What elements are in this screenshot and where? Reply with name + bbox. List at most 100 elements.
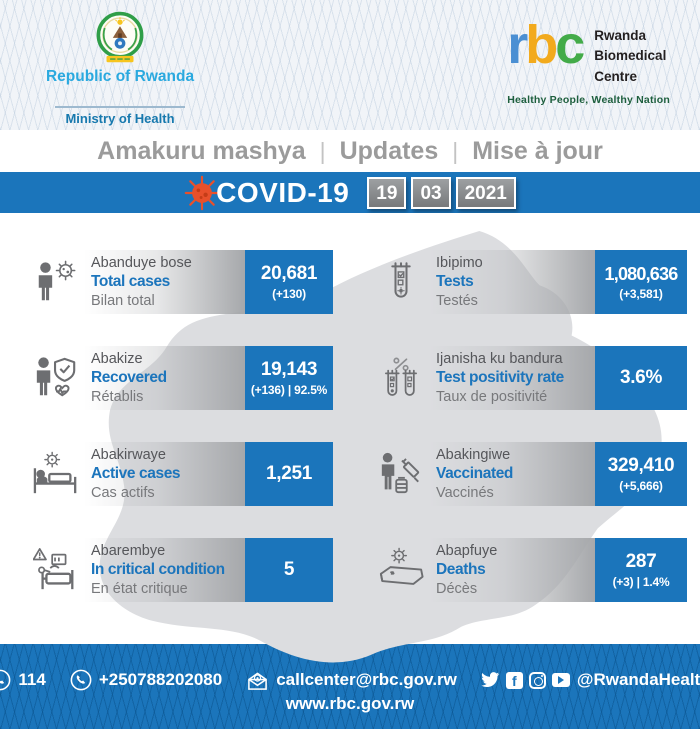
stat-value: 5 xyxy=(283,559,295,580)
social-icons: f xyxy=(481,671,570,689)
title-kinyarwanda: Amakuru mashya xyxy=(97,136,306,165)
label-french: Rétablis xyxy=(91,389,144,406)
label-kinyarwanda: Abapfuye xyxy=(436,542,498,559)
covid-banner: COVID-19 19 03 2021 xyxy=(0,172,700,213)
stat-tests: Ibipimo Tests Testés 1,080,636 (+3,581) xyxy=(373,250,687,314)
value-box-total-cases: 20,681 (+130) xyxy=(245,250,333,314)
banner-title: COVID-19 xyxy=(216,176,350,208)
value-box-deaths: 287 (+3) | 1.4% xyxy=(595,538,687,602)
value-box-recovered: 19,143 (+136) | 92.5% xyxy=(245,346,333,410)
gov-country-label: Republic of Rwanda xyxy=(45,68,195,85)
stat-labels: Ibipimo Tests Testés xyxy=(429,250,595,314)
stat-deaths: Abapfuye Deaths Décès 287 (+3) | 1.4% xyxy=(373,538,687,602)
virus-icon xyxy=(184,175,220,210)
label-english: Test positivity rate xyxy=(436,368,564,386)
gov-ministry-label: Ministry of Health xyxy=(55,106,185,126)
label-english: Recovered xyxy=(91,368,167,386)
label-kinyarwanda: Abanduye bose xyxy=(91,254,192,271)
stat-total-cases: Abanduye bose Total cases Bilan total 20… xyxy=(28,250,333,314)
rbc-wordmark: rbc xyxy=(507,15,585,75)
label-french: En état critique xyxy=(91,581,188,598)
stat-delta: (+136) | 92.5% xyxy=(250,383,328,397)
stat-recovered: Abakize Recovered Rétablis 19,143 (+136)… xyxy=(28,346,333,410)
label-kinyarwanda: Ibipimo xyxy=(436,254,483,271)
phone-link[interactable]: +250788202080 xyxy=(70,669,222,691)
date-month: 03 xyxy=(411,176,451,209)
twitter-icon[interactable] xyxy=(481,672,500,688)
stat-positivity: Ijanisha ku bandura Test positivity rate… xyxy=(373,346,687,410)
stat-value: 1,080,636 xyxy=(604,263,679,284)
top-header: Republic of Rwanda Ministry of Health rb… xyxy=(0,0,700,130)
date-year: 2021 xyxy=(455,176,516,209)
label-french: Taux de positivité xyxy=(436,389,548,406)
stat-value: 329,410 xyxy=(607,455,675,476)
stat-labels: Abakingiwe Vaccinated Vaccinés xyxy=(429,442,595,506)
social-handle-link[interactable]: @RwandaHealth xyxy=(576,670,700,689)
date-day: 19 xyxy=(367,176,407,209)
stat-labels: Abakirwaye Active cases Cas actifs xyxy=(84,442,245,506)
stat-critical: Abarembye In critical condition En état … xyxy=(28,538,333,602)
stat-delta: (+130) xyxy=(272,287,306,301)
email-icon xyxy=(248,672,268,690)
value-box-tests: 1,080,636 (+3,581) xyxy=(595,250,687,314)
label-english: Tests xyxy=(436,272,474,290)
label-french: Cas actifs xyxy=(91,485,155,502)
title-separator: | xyxy=(319,137,326,164)
vaccination-icon xyxy=(373,442,429,506)
stat-delta: (+3,581) xyxy=(619,286,663,301)
hospital-bed-icon xyxy=(28,442,84,506)
website-link[interactable]: www.rbc.gov.rw xyxy=(285,694,415,713)
positivity-rate-icon xyxy=(373,346,429,410)
stats-section: Abanduye bose Total cases Bilan total 20… xyxy=(0,213,700,663)
label-kinyarwanda: Abarembye xyxy=(91,542,166,559)
label-english: Vaccinated xyxy=(436,464,513,482)
instagram-icon[interactable] xyxy=(528,671,546,689)
report-date: 19 03 2021 xyxy=(367,176,516,209)
youtube-icon[interactable] xyxy=(551,673,570,687)
stat-delta: (+3) | 1.4% xyxy=(612,575,670,589)
phone-icon xyxy=(0,669,11,691)
value-box-vaccinated: 329,410 (+5,666) xyxy=(595,442,687,506)
stat-vaccinated: Abakingiwe Vaccinated Vaccinés 329,410 (… xyxy=(373,442,687,506)
stat-delta: (+5,666) xyxy=(619,479,663,493)
stat-labels: Abanduye bose Total cases Bilan total xyxy=(84,250,245,314)
stats-column-left: Abanduye bose Total cases Bilan total 20… xyxy=(28,250,333,634)
value-box-active-cases: 1,251 xyxy=(245,442,333,506)
stats-column-right: Ibipimo Tests Testés 1,080,636 (+3,581) xyxy=(373,250,687,634)
label-kinyarwanda: Abakize xyxy=(91,350,143,367)
coffin-icon xyxy=(373,538,429,602)
label-english: Active cases xyxy=(91,464,181,482)
email-link[interactable]: callcenter@rbc.gov.rw xyxy=(246,670,457,691)
label-french: Bilan total xyxy=(91,293,155,310)
title-english: Updates xyxy=(339,136,439,165)
stat-value: 19,143 xyxy=(260,359,318,380)
stat-value: 20,681 xyxy=(260,263,318,284)
recovered-shield-icon xyxy=(28,346,84,410)
test-tube-icon xyxy=(373,250,429,314)
stat-labels: Abakize Recovered Rétablis xyxy=(84,346,245,410)
label-kinyarwanda: Ijanisha ku bandura xyxy=(436,350,563,367)
stat-active-cases: Abakirwaye Active cases Cas actifs 1,251 xyxy=(28,442,333,506)
stat-labels: Abapfuye Deaths Décès xyxy=(429,538,595,602)
label-french: Vaccinés xyxy=(436,485,494,502)
rwanda-coat-of-arms-icon xyxy=(96,11,144,63)
phone-icon xyxy=(70,669,92,691)
gov-identity: Republic of Rwanda Ministry of Health xyxy=(30,10,210,128)
rbc-logo: rbc Rwanda Biomedical Centre Healthy Peo… xyxy=(507,15,670,106)
stat-value: 287 xyxy=(625,551,657,572)
label-french: Décès xyxy=(436,581,478,598)
title-separator: | xyxy=(452,137,459,164)
label-kinyarwanda: Abakingiwe xyxy=(436,446,511,463)
label-english: In critical condition xyxy=(91,560,225,578)
stat-labels: Ijanisha ku bandura Test positivity rate… xyxy=(429,346,595,410)
label-french: Testés xyxy=(436,293,478,310)
hotline-link[interactable]: 114 xyxy=(0,669,46,691)
title-bar: Amakuru mashya | Updates | Mise à jour xyxy=(0,130,700,172)
facebook-icon[interactable]: f xyxy=(505,671,523,689)
footer-contact-row: 114 +250788202080 callcenter@rbc.gov.rw xyxy=(0,644,700,691)
stat-labels: Abarembye In critical condition En état … xyxy=(84,538,245,602)
stat-value: 3.6% xyxy=(619,367,663,388)
stat-value: 1,251 xyxy=(265,463,313,484)
label-kinyarwanda: Abakirwaye xyxy=(91,446,166,463)
